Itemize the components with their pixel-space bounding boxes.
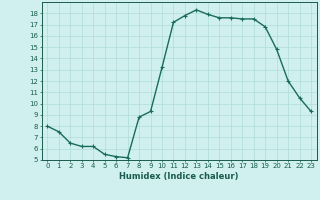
X-axis label: Humidex (Indice chaleur): Humidex (Indice chaleur)	[119, 172, 239, 181]
